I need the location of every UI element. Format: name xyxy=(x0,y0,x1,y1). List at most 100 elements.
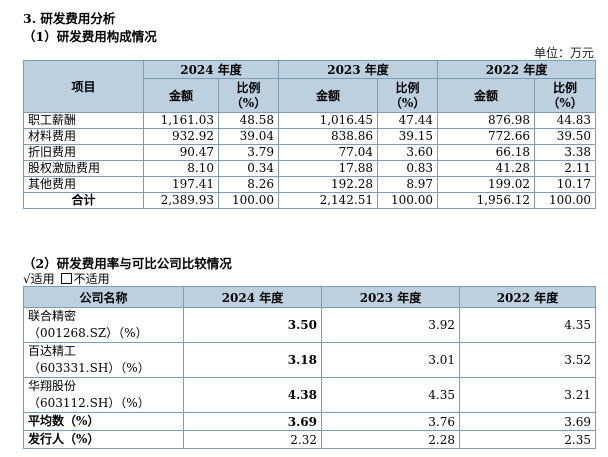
table-row: 联合精密 （001268.SZ）（%） 3.50 3.92 4.35 xyxy=(23,307,596,343)
cell: 100.00 xyxy=(217,192,280,209)
rd-rate-comparison-table: 公司名称 2024 年度 2023 年度 2022 年度 联合精密 （001268… xyxy=(23,286,596,449)
cell: 3.76 xyxy=(321,412,460,431)
cell: 192.28 xyxy=(278,176,379,193)
company-cell: 百达精工 （603331.SH）（%） xyxy=(23,342,184,378)
cell: 3.69 xyxy=(459,412,596,431)
cell: 8.97 xyxy=(377,176,439,193)
amount-header: 金额 xyxy=(278,78,379,113)
cell: 3.18 xyxy=(183,342,322,378)
company-code: （603331.SH）（%） xyxy=(28,361,150,375)
section-heading: 3. 研发费用分析 xyxy=(23,11,116,26)
cell: 2.28 xyxy=(321,430,460,449)
year-header: 2024 年度 xyxy=(183,286,322,308)
unit-label: 单位：万元 xyxy=(533,46,594,60)
table-row: 华翔股份 （603112.SH）（%） 4.38 4.35 3.21 xyxy=(23,377,596,413)
company-code: （603112.SH）（%） xyxy=(28,396,150,410)
cell: 3.92 xyxy=(321,307,460,343)
cell: 17.88 xyxy=(278,160,379,177)
cell: 4.38 xyxy=(183,377,322,413)
company-name: 联合精密 xyxy=(28,309,77,323)
table-row: 职工薪酬 1,161.03 48.58 1,016.45 47.44 876.9… xyxy=(23,112,597,129)
cell: 39.50 xyxy=(534,128,597,145)
ratio-header: 比例（%） xyxy=(377,78,439,113)
cell: 10.17 xyxy=(534,176,597,193)
ratio-header: 比例（%） xyxy=(217,78,280,113)
cell: 2.32 xyxy=(183,430,322,449)
subsection-heading-comparison: （2）研发费用率与可比公司比较情况 xyxy=(23,256,232,271)
year-header: 2022 年度 xyxy=(437,60,597,79)
row-label: 职工薪酬 xyxy=(23,112,144,129)
year-header: 2022 年度 xyxy=(459,286,596,308)
cell: 3.60 xyxy=(377,144,439,161)
cell: 876.98 xyxy=(437,112,536,129)
company-code: （001268.SZ）（%） xyxy=(28,326,148,340)
cell: 4.35 xyxy=(459,307,596,343)
checkmark-icon: √ xyxy=(23,272,31,286)
rd-cost-composition-table: 项目 2024 年度 2023 年度 2022 年度 金额 比例（%） 金额 比… xyxy=(23,60,597,209)
cell: 41.28 xyxy=(437,160,536,177)
cell: 2.11 xyxy=(534,160,597,177)
year-header: 2023 年度 xyxy=(278,60,439,79)
cell: 2,142.51 xyxy=(278,192,379,209)
table-row: 材料费用 932.92 39.04 838.86 39.15 772.66 39… xyxy=(23,128,597,145)
cell: 838.86 xyxy=(278,128,379,145)
cell: 44.83 xyxy=(534,112,597,129)
empty-checkbox-icon xyxy=(60,273,72,284)
cell: 39.04 xyxy=(217,128,280,145)
average-row: 平均数（%） 3.69 3.76 3.69 xyxy=(23,412,596,431)
company-cell: 联合精密 （001268.SZ）（%） xyxy=(23,307,184,343)
cell: 199.02 xyxy=(437,176,536,193)
cell: 772.66 xyxy=(437,128,536,145)
cell: 3.50 xyxy=(183,307,322,343)
cell: 66.18 xyxy=(437,144,536,161)
total-row: 合计 2,389.93 100.00 2,142.51 100.00 1,956… xyxy=(23,192,597,209)
cell: 1,016.45 xyxy=(278,112,379,129)
cell: 48.58 xyxy=(217,112,280,129)
cell: 90.47 xyxy=(143,144,219,161)
cell: 77.04 xyxy=(278,144,379,161)
cell: 1,161.03 xyxy=(143,112,219,129)
row-label: 发行人（%） xyxy=(23,430,184,449)
cell: 100.00 xyxy=(534,192,597,209)
row-label: 折旧费用 xyxy=(23,144,144,161)
cell: 8.10 xyxy=(143,160,219,177)
amount-header: 金额 xyxy=(437,78,536,113)
table-row: 百达精工 （603331.SH）（%） 3.18 3.01 3.52 xyxy=(23,342,596,378)
cell: 4.35 xyxy=(321,377,460,413)
company-name: 华翔股份 xyxy=(28,379,77,393)
cell: 39.15 xyxy=(377,128,439,145)
issuer-row: 发行人（%） 2.32 2.28 2.35 xyxy=(23,430,596,449)
row-label: 材料费用 xyxy=(23,128,144,145)
item-header: 项目 xyxy=(23,60,144,113)
company-header: 公司名称 xyxy=(23,286,184,308)
ratio-header: 比例（%） xyxy=(534,78,597,113)
not-applicable-label: 不适用 xyxy=(73,272,110,286)
cell: 3.69 xyxy=(183,412,322,431)
cell: 0.83 xyxy=(377,160,439,177)
amount-header: 金额 xyxy=(143,78,219,113)
applicability-options: √适用 不适用 xyxy=(23,270,110,287)
cell: 100.00 xyxy=(377,192,439,209)
row-label: 其他费用 xyxy=(23,176,144,193)
table-row: 股权激励费用 8.10 0.34 17.88 0.83 41.28 2.11 xyxy=(23,160,597,177)
year-header: 2024 年度 xyxy=(142,60,280,79)
table-row: 折旧费用 90.47 3.79 77.04 3.60 66.18 3.38 xyxy=(23,144,597,161)
cell: 47.44 xyxy=(377,112,439,129)
cell: 3.21 xyxy=(459,377,596,413)
cell: 197.41 xyxy=(143,176,219,193)
table-row: 其他费用 197.41 8.26 192.28 8.97 199.02 10.1… xyxy=(23,176,597,193)
applicable-label: 适用 xyxy=(30,272,55,286)
cell: 3.38 xyxy=(534,144,597,161)
company-cell: 华翔股份 （603112.SH）（%） xyxy=(23,377,184,413)
cell: 2.35 xyxy=(459,430,596,449)
row-label: 合计 xyxy=(23,192,144,209)
cell: 8.26 xyxy=(217,176,280,193)
company-name: 百达精工 xyxy=(28,344,77,358)
subsection-heading-composition: （1）研发费用构成情况 xyxy=(23,29,157,44)
cell: 0.34 xyxy=(217,160,280,177)
cell: 2,389.93 xyxy=(143,192,219,209)
row-label: 股权激励费用 xyxy=(23,160,144,177)
year-header: 2023 年度 xyxy=(321,286,460,308)
cell: 3.01 xyxy=(321,342,460,378)
